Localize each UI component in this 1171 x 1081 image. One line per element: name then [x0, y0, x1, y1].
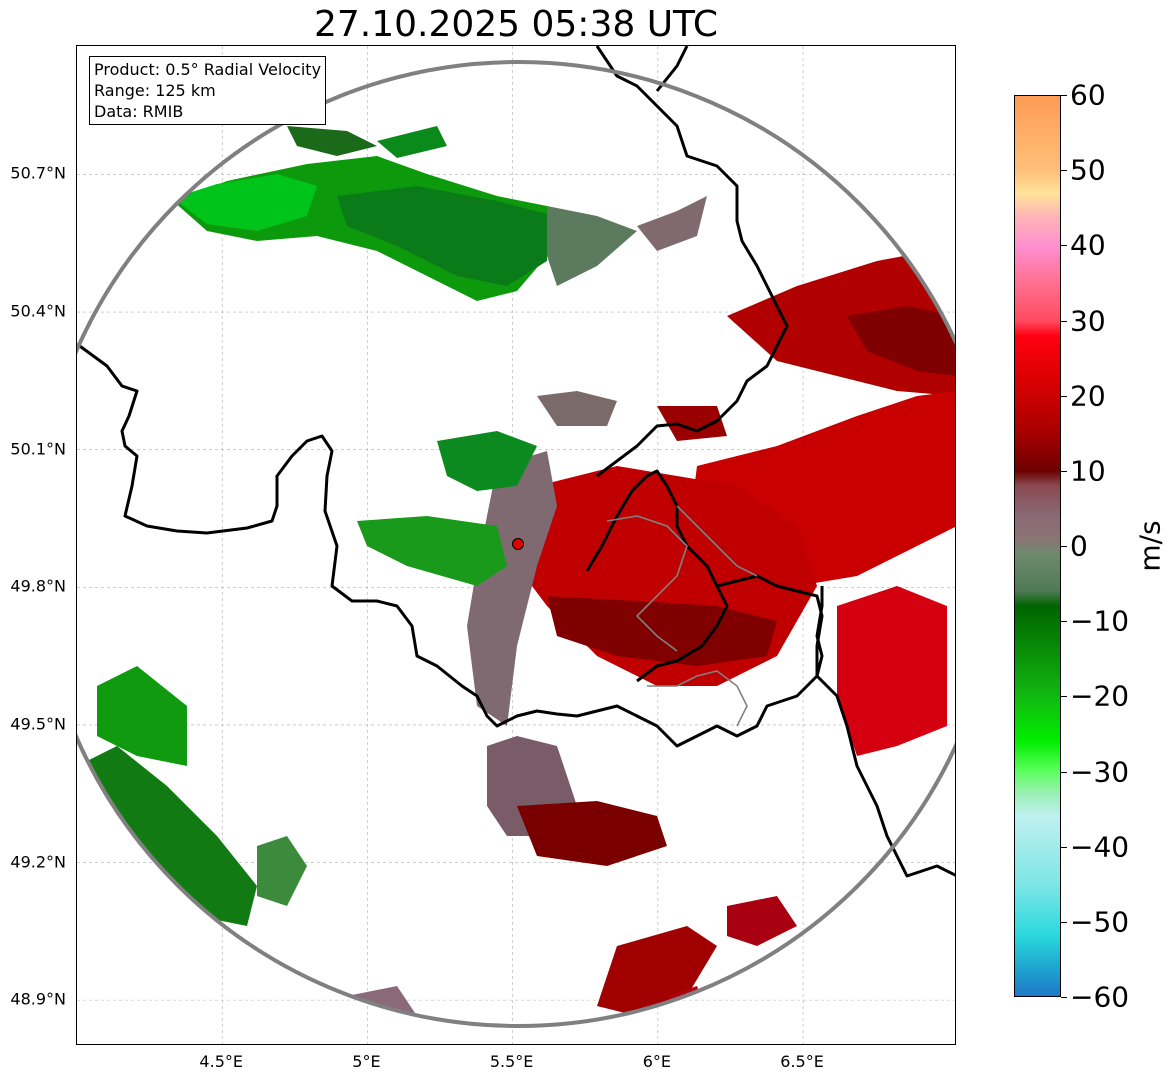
echo-outbound-center-north [437, 431, 537, 491]
info-range: Range: 125 km [94, 81, 216, 100]
colorbar-tick-label: 40 [1070, 228, 1106, 262]
colorbar-tickmark [1061, 170, 1067, 172]
echo-inbound-northeast-small [657, 406, 727, 441]
radar-site-marker[interactable] [512, 538, 524, 550]
lon-tick-label: 5.5°E [489, 1052, 534, 1071]
colorbar-tick-label: 30 [1070, 304, 1106, 337]
lat-tick-label: 48.9°N [10, 989, 66, 1009]
lon-tick-label: 5°E [352, 1052, 381, 1071]
lon-tick-label: 6°E [642, 1052, 671, 1071]
colorbar-tick-label: 60 [1070, 78, 1106, 112]
colorbar-tickmark [1061, 546, 1067, 547]
border-lux-east [585, 469, 729, 683]
echo-zero-north-2 [637, 196, 707, 251]
border-saarland [647, 670, 748, 727]
echo-zero-center-north [537, 391, 617, 426]
echo-outbound-southwest-3 [257, 836, 307, 906]
echo-outbound-southwest [77, 746, 257, 926]
country-borders [77, 46, 955, 878]
colorbar-tickmark [1061, 395, 1067, 397]
lat-tick-label: 49.8°N [10, 576, 66, 596]
subregion-borders [606, 505, 758, 727]
lon-tick-label: 4.5°E [199, 1052, 243, 1071]
echo-inbound-south-3 [727, 896, 797, 946]
border-germany-belgium [595, 46, 789, 478]
echo-north-dots [287, 126, 377, 156]
colorbar-tick-label: −40 [1070, 830, 1130, 864]
echo-outbound-northwest-core [337, 186, 547, 286]
lat-tick-label: 50.7°N [10, 163, 66, 183]
colorbar-tickmark [1061, 621, 1067, 623]
lat-tick-label: 50.4°N [10, 301, 66, 321]
border-france-belgium-west [77, 342, 824, 748]
colorbar-tickmark [1061, 771, 1067, 773]
colorbar-tickmark [1061, 470, 1067, 472]
radar-map[interactable] [76, 45, 956, 1045]
colorbar-tick-label: 10 [1070, 454, 1106, 488]
colorbar-tick-label: −60 [1070, 980, 1130, 1014]
radar-range-ring [77, 60, 955, 1028]
colorbar-tick-label: 20 [1070, 379, 1106, 413]
border-lux-cantons-2 [676, 505, 758, 577]
product-info-box: Product: 0.5° Radial Velocity Range: 125… [89, 56, 327, 125]
radar-map-canvas[interactable] [77, 46, 956, 1045]
map-title: 27.10.2025 05:38 UTC [313, 4, 719, 45]
echo-bright-green-northwest [173, 174, 317, 231]
lat-tick-label: 49.5°N [10, 714, 66, 734]
echo-inbound-northeast-dark [847, 306, 955, 376]
echo-inbound-lux-dark [547, 596, 777, 666]
echo-green-north-small [377, 126, 447, 158]
info-data-source: Data: RMIB [94, 102, 184, 121]
echo-outbound-southwest-2 [97, 666, 187, 766]
info-product: Product: 0.5° Radial Velocity [94, 60, 322, 79]
velocity-colorbar [1014, 95, 1061, 997]
lat-tick-label: 50.1°N [10, 439, 66, 459]
colorbar-tickmark [1061, 846, 1067, 848]
border-lux-cantons [606, 515, 688, 652]
colorbar-tickmark [1061, 95, 1067, 96]
colorbar-unit-label: m/s [1133, 520, 1167, 572]
echo-inbound-east-bright [837, 586, 947, 756]
lat-tick-label: 49.2°N [10, 852, 66, 871]
colorbar-tickmark [1061, 997, 1067, 998]
echo-zero-center [467, 451, 557, 726]
colorbar-tick-label: −10 [1070, 604, 1130, 638]
colorbar-tick-label: −20 [1070, 679, 1130, 713]
lon-tick-label: 6.5°E [780, 1052, 824, 1071]
echo-inbound-south-2 [597, 926, 717, 1016]
echo-zero-north [547, 206, 637, 286]
colorbar-tick-label: −30 [1070, 755, 1130, 788]
border-germany-france [716, 574, 955, 878]
colorbar-tickmark [1061, 696, 1067, 698]
echo-inbound-south [517, 801, 667, 866]
colorbar-tickmark [1061, 921, 1067, 923]
radar-echoes [77, 126, 955, 1026]
colorbar-tickmark [1061, 320, 1067, 322]
colorbar-tick-label: 50 [1070, 153, 1106, 187]
echo-outbound-center [357, 516, 507, 586]
colorbar-tick-label: 0 [1070, 529, 1088, 563]
colorbar-tick-label: −50 [1070, 905, 1130, 939]
colorbar-tickmark [1061, 245, 1067, 247]
